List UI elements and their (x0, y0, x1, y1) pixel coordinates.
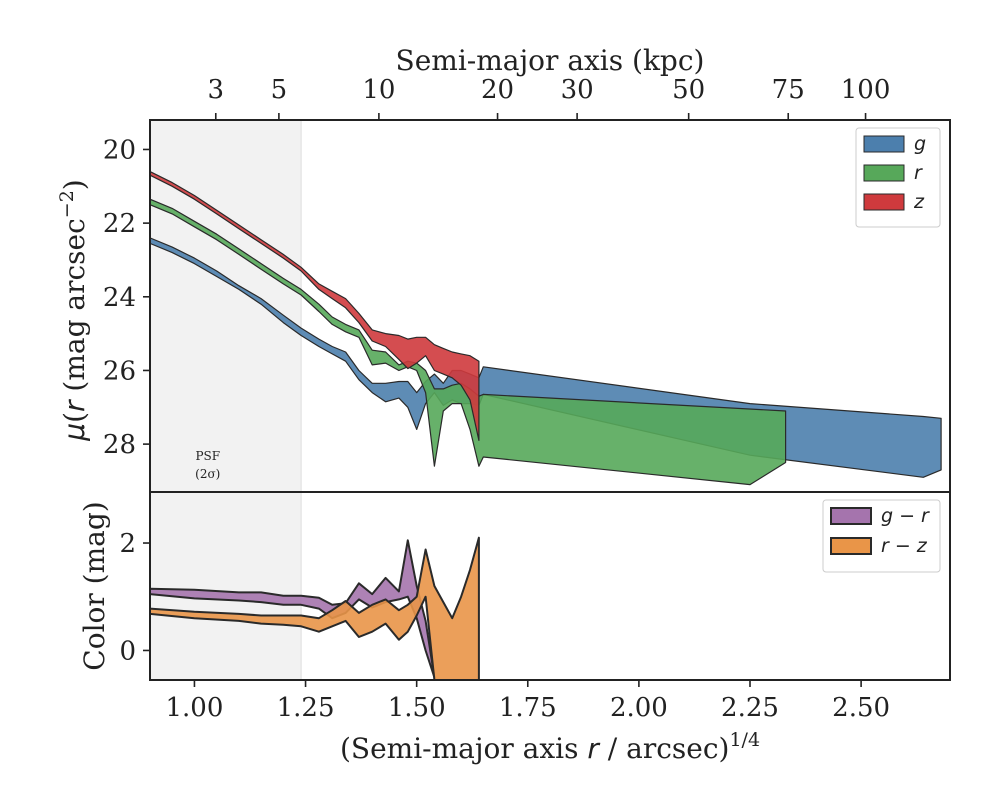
xlabel-pre: (Semi-major axis (340, 732, 587, 765)
psf-label-line1: PSF (195, 449, 220, 463)
y-tick-label: 0 (119, 636, 136, 666)
ylabel-sup: −2 (56, 190, 78, 218)
top-tick-label: 50 (672, 75, 705, 105)
color-axes-frame (149, 491, 951, 681)
top-tick-label: 3 (208, 75, 225, 105)
legend-swatch-r_z (830, 537, 872, 555)
x-tick-label: 2.00 (610, 693, 668, 723)
legend-label: r (914, 162, 923, 184)
legend-label: g − r (881, 505, 930, 527)
psf-shade (150, 492, 302, 680)
top-kpc-ticks: 3 5 10 20 30 50 75 100 (208, 75, 891, 120)
legend-swatch-r (863, 164, 905, 182)
ylabel-close: ) (58, 179, 91, 190)
legend-label: g (914, 133, 926, 155)
xlabel-sup: 1/4 (729, 729, 760, 751)
xlabel-r: r (587, 732, 600, 765)
top-tick-label: 20 (481, 75, 514, 105)
legend-swatch-z (863, 193, 905, 211)
series-band-r_z (150, 536, 480, 680)
profile-y-ticks: 20 22 24 26 28 (103, 135, 150, 460)
psf-region-color (150, 492, 302, 680)
xlabel-mid: / arcsec) (599, 732, 730, 765)
x-tick-label: 2.25 (721, 693, 779, 723)
x-tick-label: 1.50 (388, 693, 446, 723)
color-y-ticks: 02 (119, 529, 150, 666)
legend-label: z (913, 191, 925, 213)
y-tick-label: 2 (119, 529, 136, 559)
ylabel-r: r (58, 399, 91, 412)
psf-shade (150, 120, 302, 492)
series-band-z (150, 171, 480, 441)
x-tick-label: 1.00 (165, 693, 223, 723)
ylabel-rest: (mag arcsec (58, 218, 91, 400)
ylabel-mu: μ (58, 423, 91, 442)
top-tick-label: 75 (772, 75, 805, 105)
legend-swatch-g (863, 135, 905, 153)
series-band-g_r (150, 539, 436, 679)
legend-swatch-g_r (830, 507, 872, 525)
psf-region (150, 120, 302, 492)
top-tick-label: 10 (362, 75, 395, 105)
series-clip-group (150, 171, 942, 486)
y-tick-label: 20 (103, 135, 136, 165)
profile-y-axis-label: μ(r (mag arcsec−2) (56, 179, 91, 442)
profile-legend: grz (855, 127, 941, 228)
color-x-ticks: 1.00 1.25 1.50 1.75 2.00 2.25 2.50 (165, 680, 890, 723)
top-tick-label: 100 (841, 75, 891, 105)
top-axis-label: Semi-major axis (kpc) (396, 44, 705, 77)
legend-label: r − z (881, 535, 928, 557)
psf-label-line2: (2σ) (195, 467, 220, 481)
y-tick-label: 22 (103, 209, 136, 239)
color-series (150, 536, 480, 680)
y-tick-label: 28 (103, 430, 136, 460)
color-legend: g − r r − z (822, 499, 941, 573)
bottom-axis-label: (Semi-major axis r / arcsec)1/4 (340, 729, 760, 765)
color-y-axis-label: Color (mag) (78, 501, 111, 670)
ylabel-open: ( (58, 412, 91, 423)
series-band-r (150, 198, 787, 486)
top-tick-label: 30 (561, 75, 594, 105)
x-tick-label: 2.50 (832, 693, 890, 723)
profile-series (150, 171, 942, 486)
x-tick-label: 1.25 (277, 693, 335, 723)
y-tick-label: 24 (103, 283, 136, 313)
y-tick-label: 26 (103, 356, 136, 386)
top-tick-label: 5 (271, 75, 288, 105)
series-clip-group (150, 536, 480, 680)
color-panel: 02 1.00 1.25 1.50 1.75 2.00 2.25 2.50 (Semi-ma… (78, 491, 951, 765)
x-tick-label: 1.75 (499, 693, 557, 723)
profile-panel: 20 22 24 26 28 3 5 10 20 30 50 75 100 PSF (2σ) Semi… (56, 44, 951, 493)
